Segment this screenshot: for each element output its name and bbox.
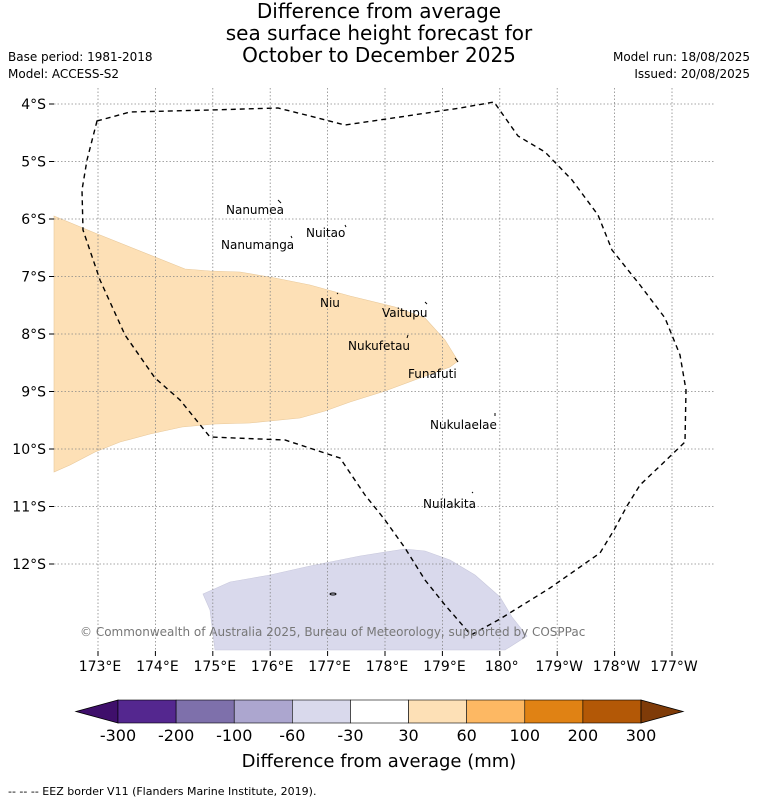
lon-label: 179°W bbox=[535, 659, 583, 675]
title-line-2: sea surface height forecast for bbox=[225, 21, 533, 45]
niu-island-marker bbox=[336, 292, 339, 295]
eez-border bbox=[81, 101, 687, 636]
colorbar-box bbox=[350, 699, 409, 724]
lat-label: 10°S bbox=[12, 442, 46, 458]
colorbar-extend-min bbox=[74, 699, 119, 724]
lat-label: 12°S bbox=[12, 557, 46, 573]
colorbar: -300 -200 -100 -60 -30 30 60 100 200 300 bbox=[74, 699, 685, 745]
lon-label: 177°E bbox=[308, 659, 351, 675]
lat-label: 7°S bbox=[21, 270, 46, 286]
nukufetau-island-marker bbox=[406, 334, 409, 339]
colorbar-box bbox=[408, 699, 467, 724]
colorbar-tick-label: -60 bbox=[279, 726, 305, 745]
lon-label: 177°W bbox=[650, 659, 698, 675]
title-line-3: October to December 2025 bbox=[242, 43, 516, 67]
nuitao-island-marker bbox=[344, 224, 347, 228]
lon-label: 176°E bbox=[251, 659, 294, 675]
island-label-nanumea: Nanumea bbox=[226, 203, 284, 217]
small-reef-marker bbox=[329, 592, 337, 596]
map-title: Difference from average sea surface heig… bbox=[0, 0, 758, 66]
title-line-1: Difference from average bbox=[256, 0, 502, 23]
nanumea-island-marker bbox=[277, 199, 282, 204]
lat-label: 8°S bbox=[21, 327, 46, 343]
colorbar-tick-label: 60 bbox=[456, 726, 476, 745]
graticule bbox=[54, 88, 714, 651]
funafuti-island-marker bbox=[454, 357, 459, 363]
copyright-notice: © Commonwealth of Australia 2025, Bureau… bbox=[80, 625, 585, 639]
colorbar-tick-label: 30 bbox=[398, 726, 418, 745]
issued-date: Issued: 20/08/2025 bbox=[634, 67, 750, 81]
colorbar-tick-label: -30 bbox=[337, 726, 363, 745]
nanumanga-island-marker bbox=[290, 235, 293, 239]
lat-label: 11°S bbox=[12, 500, 46, 516]
colorbar-tick-label: 300 bbox=[626, 726, 657, 745]
colorbar-tick-label: 100 bbox=[510, 726, 541, 745]
island-label-nanumanga: Nanumanga bbox=[221, 238, 294, 252]
colorbar-extend-max bbox=[640, 699, 685, 724]
island-label-nukulaelae: Nukulaelae bbox=[430, 418, 497, 432]
colorbar-tick-label: -100 bbox=[216, 726, 252, 745]
colorbar-tick-label: -300 bbox=[100, 726, 136, 745]
lon-label: 180° bbox=[485, 659, 519, 675]
colorbar-tick-label: -200 bbox=[158, 726, 194, 745]
island-label-vaitupu: Vaitupu bbox=[382, 306, 428, 320]
colorbar-title: Difference from average (mm) bbox=[242, 751, 517, 772]
eez-footnote: -- -- -- EEZ border V11 (Flanders Marine… bbox=[8, 785, 317, 798]
island-label-niu: Niu bbox=[320, 296, 340, 310]
vaitupu-island-marker bbox=[424, 301, 428, 305]
colorbar-box bbox=[466, 699, 526, 724]
island-label-nuilakita: Nuilakita bbox=[423, 497, 476, 511]
colorbar-box bbox=[292, 699, 351, 724]
colorbar-box bbox=[582, 699, 642, 724]
nuilakita-island-marker bbox=[471, 491, 474, 494]
model-run: Model run: 18/08/2025 bbox=[612, 50, 750, 64]
lat-label: 4°S bbox=[21, 97, 46, 113]
meta-right: Model run: 18/08/2025 Issued: 20/08/2025 bbox=[613, 49, 750, 83]
colorbar-tick-label: 200 bbox=[568, 726, 599, 745]
lon-label: 178°E bbox=[366, 659, 409, 675]
lat-label: 5°S bbox=[21, 155, 46, 171]
lat-label: 9°S bbox=[21, 385, 46, 401]
colorbar-box bbox=[233, 699, 293, 724]
island-label-funafuti: Funafuti bbox=[408, 367, 457, 381]
colorbar-box bbox=[117, 699, 177, 724]
lon-label: 173°E bbox=[79, 659, 122, 675]
lon-label: 178°W bbox=[593, 659, 641, 675]
model-name: Model: ACCESS-S2 bbox=[8, 67, 120, 81]
lon-label: 179°E bbox=[423, 659, 466, 675]
lon-label: 174°E bbox=[136, 659, 179, 675]
lon-label: 175°E bbox=[194, 659, 237, 675]
lat-label: 6°S bbox=[21, 212, 46, 228]
base-period: Base period: 1981-2018 bbox=[8, 50, 153, 64]
meta-left: Base period: 1981-2018 Model: ACCESS-S2 bbox=[8, 49, 153, 83]
colorbar-box bbox=[175, 699, 235, 724]
island-label-nukufetau: Nukufetau bbox=[348, 339, 410, 353]
island-label-nuitao: Nuitao bbox=[306, 226, 345, 240]
colorbar-box bbox=[524, 699, 584, 724]
negative-anomaly-region bbox=[202, 548, 528, 651]
